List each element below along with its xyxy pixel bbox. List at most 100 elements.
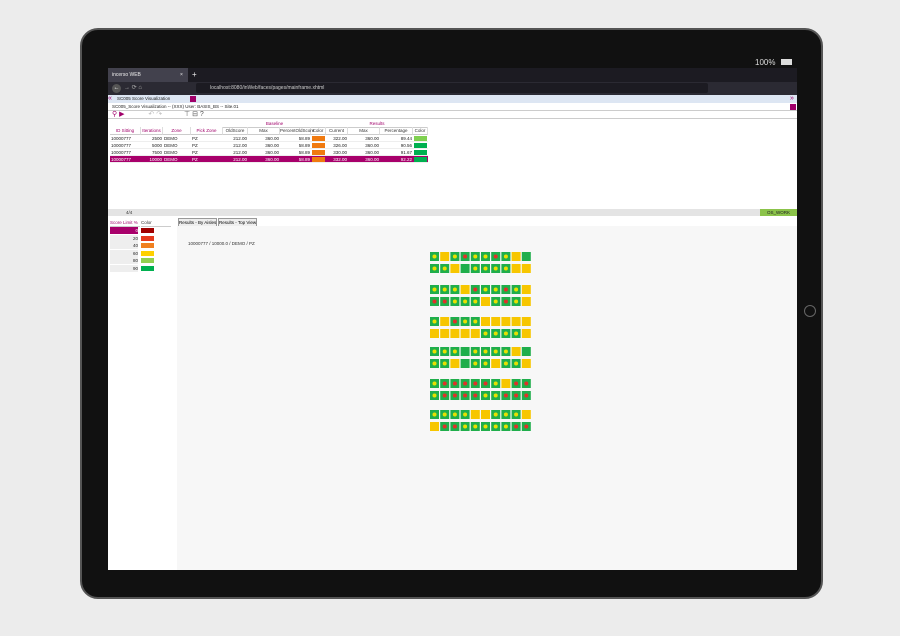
table-cell: 360.00 <box>265 136 279 141</box>
table-cell: 326.00 <box>333 143 347 148</box>
table-row[interactable] <box>110 149 428 156</box>
table-cell: 212.00 <box>233 157 247 162</box>
location-cell <box>481 410 490 419</box>
table-cell: 360.00 <box>365 143 379 148</box>
location-dot <box>514 393 519 398</box>
location-dot <box>452 412 457 417</box>
table-cell: DEMO <box>164 143 178 148</box>
location-dot <box>493 254 498 259</box>
back[interactable]: ← <box>112 84 121 93</box>
location-dot <box>514 331 519 336</box>
location-dot <box>463 299 468 304</box>
home-button[interactable] <box>804 305 816 317</box>
legend-color <box>141 243 154 248</box>
table-cell: 330.00 <box>333 150 347 155</box>
location-cell <box>521 317 531 326</box>
column-header: Iterations <box>141 127 163 135</box>
location-dot <box>483 381 488 386</box>
location-cell <box>511 252 521 261</box>
expand[interactable]: » <box>790 95 794 102</box>
table-cell: 360.00 <box>265 157 279 162</box>
column-header: Zone <box>163 127 191 135</box>
location-cell <box>430 329 439 338</box>
location-cell <box>440 252 450 261</box>
location-dot <box>514 412 519 417</box>
location-cell <box>470 329 480 338</box>
location-dot <box>514 381 519 386</box>
legend-color <box>141 265 154 271</box>
location-dot <box>442 361 447 366</box>
table-cell: 10000777 <box>111 157 132 162</box>
location-dot <box>503 287 508 292</box>
table-row[interactable] <box>110 142 428 149</box>
location-cell <box>430 422 439 431</box>
color-cell <box>312 157 325 162</box>
location-dot <box>493 349 498 354</box>
location-dot <box>473 266 478 271</box>
location-dot <box>432 287 437 292</box>
location-dot <box>432 299 437 304</box>
location-cell <box>491 317 501 326</box>
legend-limit: 90 <box>110 264 138 272</box>
forward-reload[interactable]: → ⟳ ⌂ <box>124 85 142 91</box>
toolbar: ⚲ ▶ ↶ ↷ ⊤ ⊟ ? <box>108 110 797 119</box>
column-header: PercentOldScore <box>280 127 315 135</box>
table-cell: 58.89 <box>298 157 310 162</box>
column-header: Max <box>348 127 380 135</box>
table-row[interactable] <box>110 135 428 142</box>
location-dot <box>503 349 508 354</box>
collapse[interactable]: « <box>108 95 112 102</box>
location-cell <box>521 264 531 273</box>
location-dot <box>503 393 508 398</box>
location-cell <box>440 317 450 326</box>
color-cell <box>312 143 325 148</box>
location-dot <box>483 287 488 292</box>
location-dot <box>463 393 468 398</box>
table-cell: 360.00 <box>265 150 279 155</box>
location-dot <box>514 299 519 304</box>
table-cell: 332.00 <box>333 157 347 162</box>
legend: Score Limit % Color 0 20 40 60 80 90 <box>110 219 176 274</box>
location-dot <box>452 424 457 429</box>
tab[interactable]: incerso WEB × <box>108 68 188 82</box>
location-dot <box>442 412 447 417</box>
location-cell <box>511 347 521 356</box>
close-button[interactable] <box>190 96 196 102</box>
table-cell: 90.56 <box>400 143 412 148</box>
tab-close[interactable]: × <box>180 72 183 78</box>
location-dot <box>473 361 478 366</box>
table-cell: 92.22 <box>400 157 412 162</box>
location-dot <box>432 361 437 366</box>
location-dot <box>473 393 478 398</box>
status-bar <box>108 209 797 216</box>
legend-limit: 0 <box>110 227 138 234</box>
column-header: Color <box>311 127 326 135</box>
screen: incerso WEB × + ← → ⟳ ⌂ localhost:8080/in… <box>108 68 797 570</box>
table-cell: 10000 <box>149 157 162 162</box>
location-cell <box>521 329 531 338</box>
battery: 100% <box>755 58 776 67</box>
close-button[interactable] <box>790 104 796 110</box>
table-cell: 5000 <box>151 143 162 148</box>
window-title: SC005 Score Visualization <box>117 96 171 101</box>
location-cell <box>511 264 521 273</box>
table-cell: PZ <box>192 150 198 155</box>
table-row[interactable] <box>110 156 428 163</box>
legend-limit: 40 <box>110 242 138 249</box>
legend-header: Color <box>141 219 171 227</box>
location-dot <box>514 287 519 292</box>
location-dot <box>452 319 457 324</box>
location-dot <box>493 299 498 304</box>
new-tab[interactable]: + <box>192 70 197 79</box>
table-cell: 360.00 <box>365 150 379 155</box>
table-cell: 10000777 <box>111 136 132 141</box>
location-cell <box>450 359 460 368</box>
legend-limit: 20 <box>110 234 138 242</box>
table-cell: 58.89 <box>298 143 310 148</box>
location-dot <box>463 254 468 259</box>
url-bar[interactable]: localhost:8080/inWeb/faces/pages/mainfra… <box>196 83 708 93</box>
table-cell: 58.89 <box>298 150 310 155</box>
table-cell: 360.00 <box>365 136 379 141</box>
location-dot <box>432 266 437 271</box>
